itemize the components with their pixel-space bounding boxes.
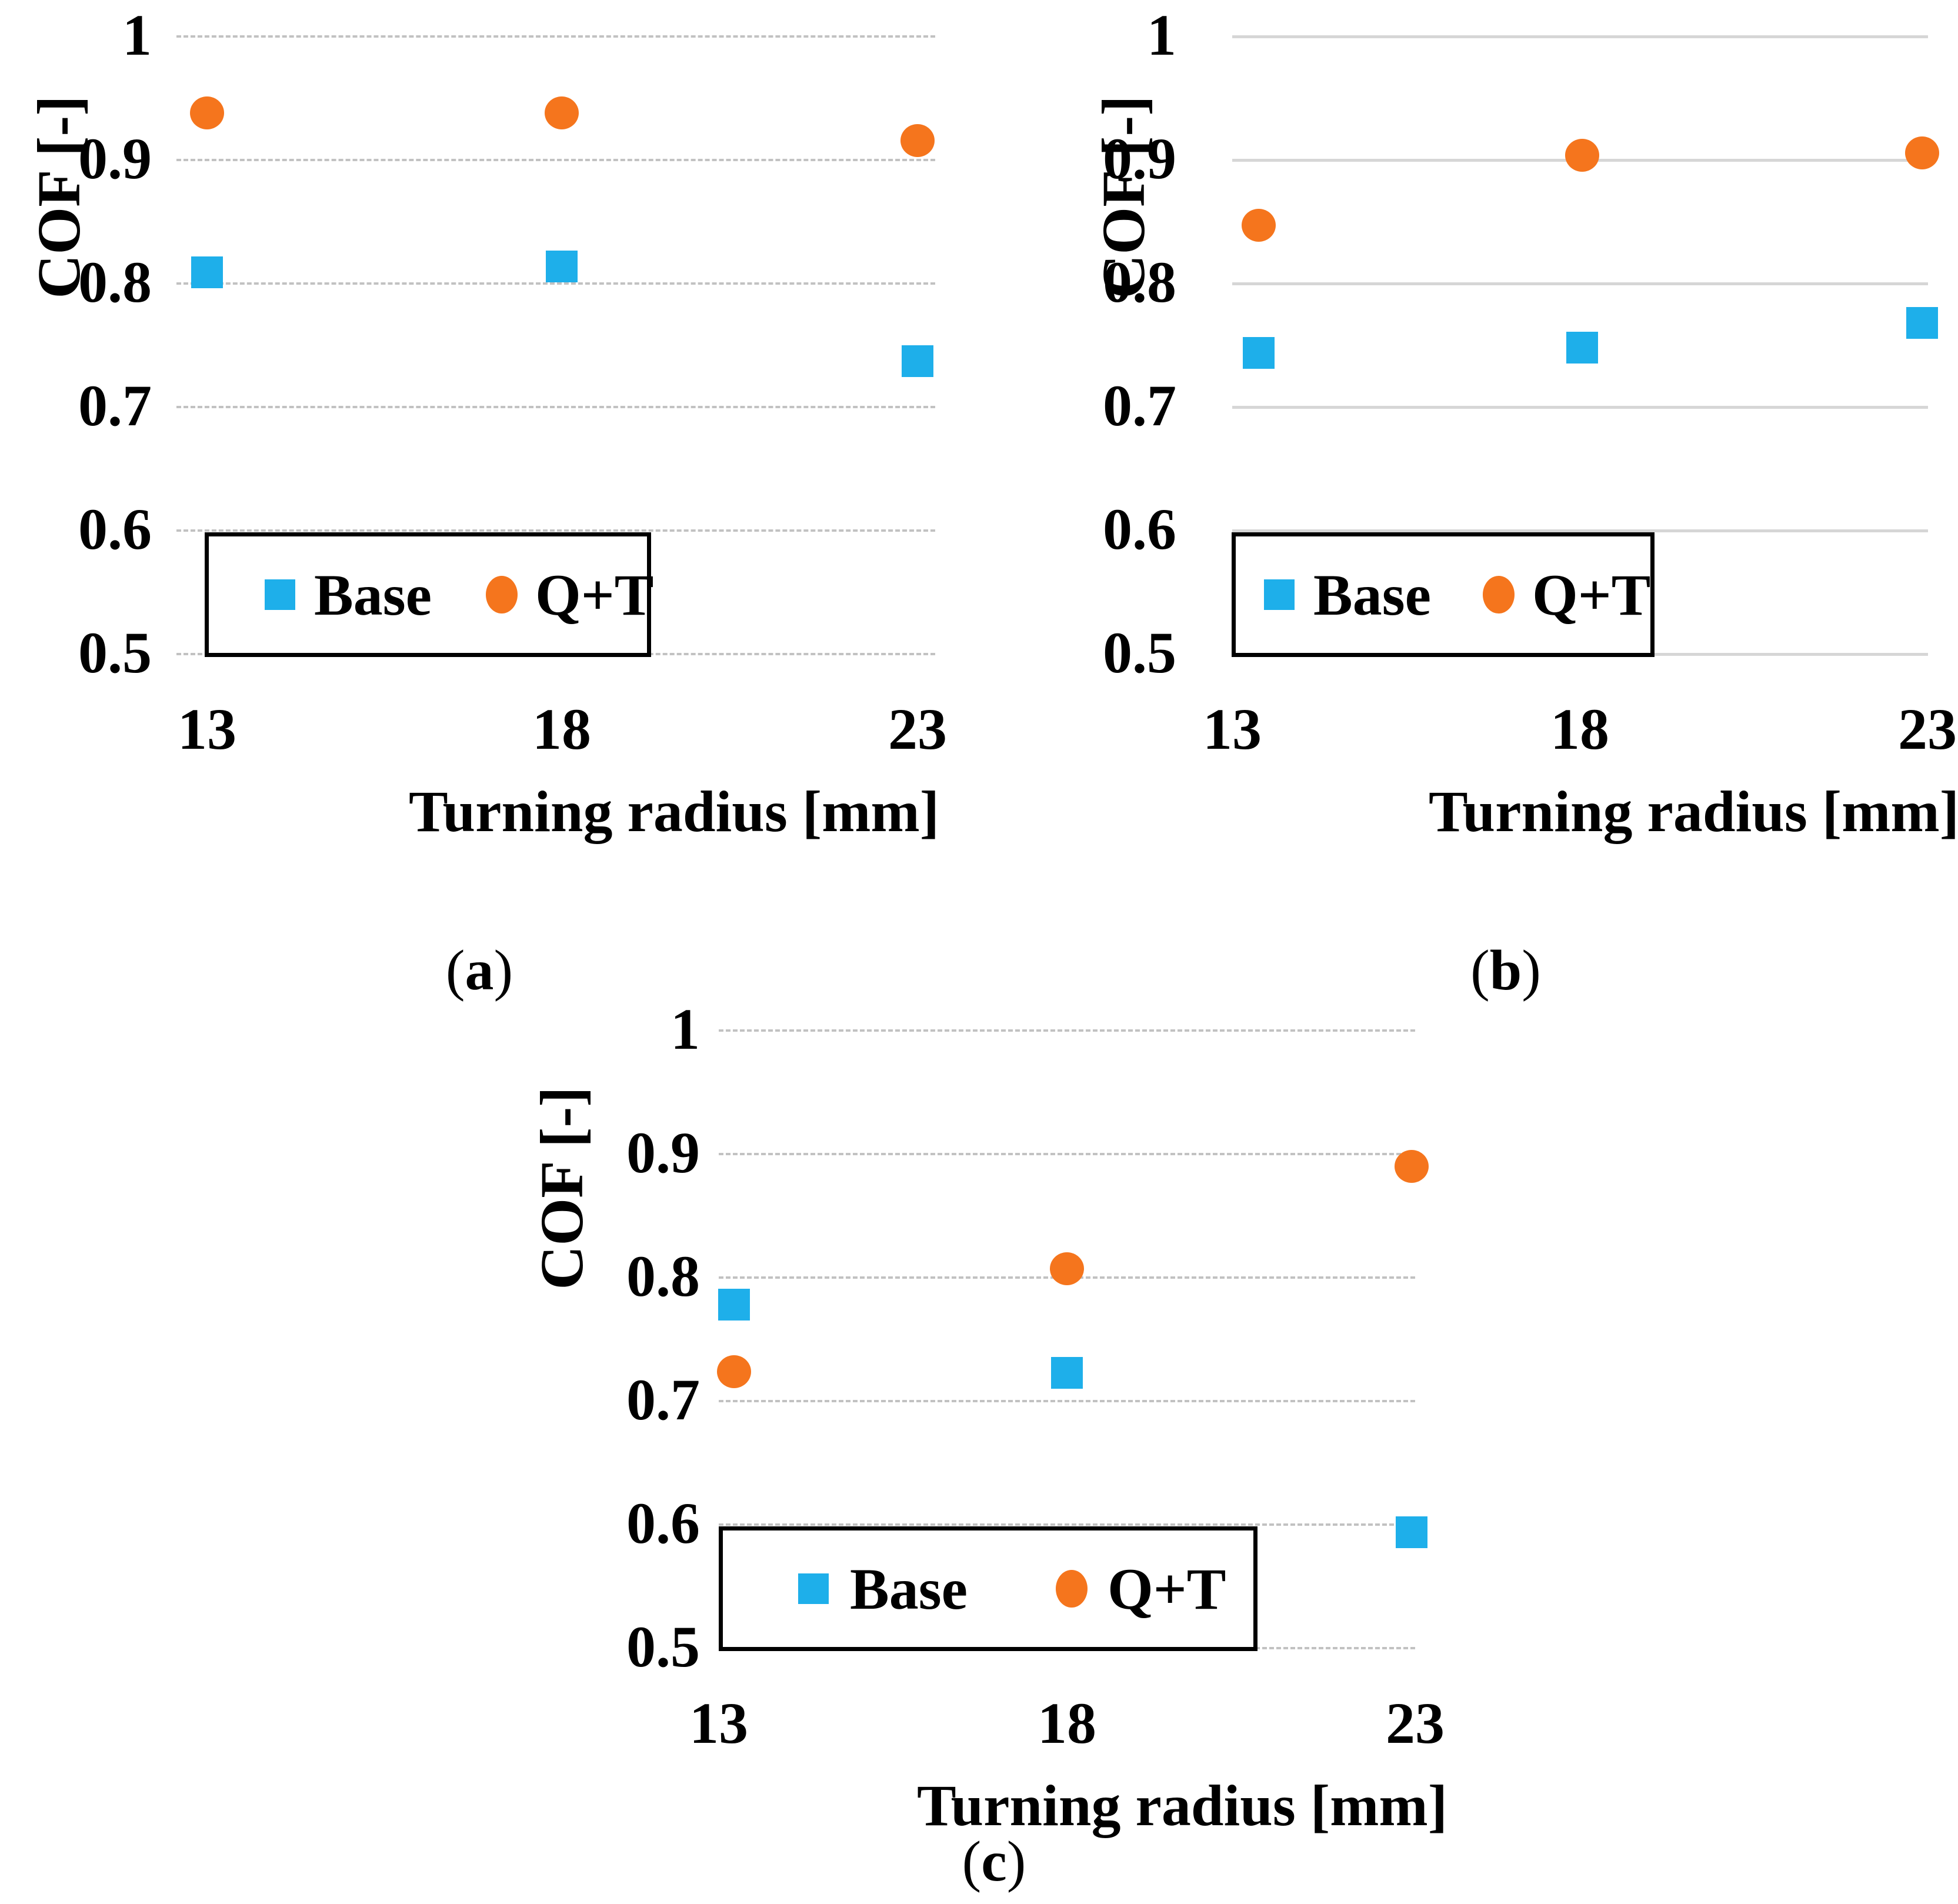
caption-a: (a) (362, 929, 597, 1012)
x-tick-13: 13 (689, 1690, 748, 1756)
legend-swatch-qt (1483, 576, 1515, 613)
y-tick: 0.7 (1103, 373, 1176, 438)
y-tick: 0.7 (78, 373, 152, 438)
data-point-base-18 (1051, 1356, 1083, 1389)
data-point-base-23 (902, 345, 933, 378)
data-point-qt-23 (1395, 1150, 1429, 1183)
data-point-qt-23 (900, 124, 935, 157)
data-point-qt-18 (1050, 1252, 1084, 1286)
data-point-base-18 (1566, 332, 1598, 364)
data-point-qt-18 (1565, 138, 1599, 172)
gridline-0.7 (176, 406, 935, 408)
y-tick: 0.8 (1103, 249, 1176, 315)
y-tick: 1 (671, 996, 700, 1062)
legend-label-qt: Q+T (535, 562, 654, 628)
caption-b: (b) (1388, 929, 1623, 1012)
legend-label-qt: Q+T (1108, 1556, 1226, 1622)
legend-label-base: Base (850, 1556, 968, 1622)
gridline-0.8 (1232, 282, 1928, 285)
x-tick-23: 23 (1898, 696, 1957, 762)
gridline-1.0 (1232, 35, 1928, 38)
caption-paren-open: ( (962, 1830, 982, 1893)
x-axis-title: Turning radius [mm] (916, 1773, 1448, 1838)
data-point-qt-13 (190, 96, 224, 130)
gridline-0.6 (1232, 529, 1928, 532)
caption-letter: a (465, 939, 494, 1002)
gridline-0.7 (1232, 406, 1928, 409)
x-axis-title: Turning radius [mm] (1428, 779, 1958, 844)
y-tick: 0.6 (78, 496, 152, 562)
legend-label-base: Base (1313, 562, 1431, 628)
caption-paren-open: ( (1470, 939, 1490, 1002)
y-tick: 0.6 (626, 1490, 700, 1556)
legend-label-base: Base (314, 562, 432, 628)
legend-label-qt: Q+T (1532, 562, 1651, 628)
gridline-0.9 (719, 1153, 1415, 1155)
data-point-base-13 (191, 256, 223, 289)
y-tick: 0.8 (626, 1243, 700, 1309)
legend: Base Q+T (719, 1526, 1257, 1651)
x-tick-18: 18 (532, 696, 591, 762)
gridline-0.7 (719, 1400, 1415, 1402)
caption-paren-close: ) (1522, 939, 1541, 1002)
caption-paren-open: ( (445, 939, 465, 1002)
y-axis-tick-labels: 1 0.9 0.8 0.7 0.6 0.5 (548, 994, 700, 1759)
caption-letter: b (1489, 939, 1522, 1002)
y-tick: 0.5 (1103, 620, 1176, 685)
y-tick: 0.9 (626, 1120, 700, 1185)
y-tick: 0.9 (78, 126, 152, 191)
y-tick: 0.5 (78, 620, 152, 685)
gridline-0.6 (176, 529, 935, 532)
y-tick: 0.9 (1103, 126, 1176, 191)
legend-swatch-base (1264, 579, 1295, 610)
legend: Base Q+T (205, 532, 654, 657)
caption-letter: c (981, 1830, 1007, 1893)
data-point-base-23 (1906, 307, 1938, 339)
x-tick-18: 18 (1550, 696, 1609, 762)
data-point-base-18 (546, 250, 578, 282)
y-tick: 0.5 (626, 1614, 700, 1679)
legend-swatch-qt (486, 576, 518, 613)
x-tick-18: 18 (1038, 1690, 1096, 1756)
gridline-0.6 (719, 1523, 1415, 1526)
gridline-1.0 (719, 1029, 1415, 1032)
x-tick-23: 23 (1386, 1690, 1445, 1756)
data-point-qt-13 (1242, 209, 1276, 242)
legend-swatch-base (798, 1573, 829, 1604)
y-tick: 0.7 (626, 1367, 700, 1432)
gridline-1.0 (176, 35, 935, 38)
data-point-qt-18 (545, 96, 579, 130)
y-tick: 1 (1147, 2, 1176, 68)
data-point-base-13 (1243, 336, 1275, 369)
legend-swatch-qt (1056, 1570, 1088, 1608)
y-axis-tick-labels: 1 0.9 0.8 0.7 0.6 0.5 (1025, 0, 1176, 765)
y-tick: 0.6 (1103, 496, 1176, 562)
y-tick: 0.8 (78, 249, 152, 315)
legend-swatch-base (265, 579, 295, 610)
data-point-base-13 (718, 1289, 750, 1321)
x-tick-13: 13 (1203, 696, 1262, 762)
caption-paren-close: ) (1006, 1830, 1026, 1893)
data-point-qt-13 (717, 1355, 751, 1388)
caption-c: (c) (876, 1820, 1112, 1903)
y-axis-tick-labels: 1 0.9 0.8 0.7 0.6 0.5 (0, 0, 152, 765)
y-tick: 1 (122, 2, 152, 68)
x-axis-title: Turning radius [mm] (408, 779, 940, 844)
legend: Base Q+T (1232, 532, 1655, 657)
caption-paren-close: ) (493, 939, 513, 1002)
x-tick-13: 13 (178, 696, 236, 762)
gridline-0.8 (176, 282, 935, 285)
gridline-0.9 (176, 159, 935, 161)
data-point-qt-23 (1905, 136, 1939, 169)
data-point-base-23 (1396, 1516, 1427, 1548)
x-tick-23: 23 (888, 696, 947, 762)
